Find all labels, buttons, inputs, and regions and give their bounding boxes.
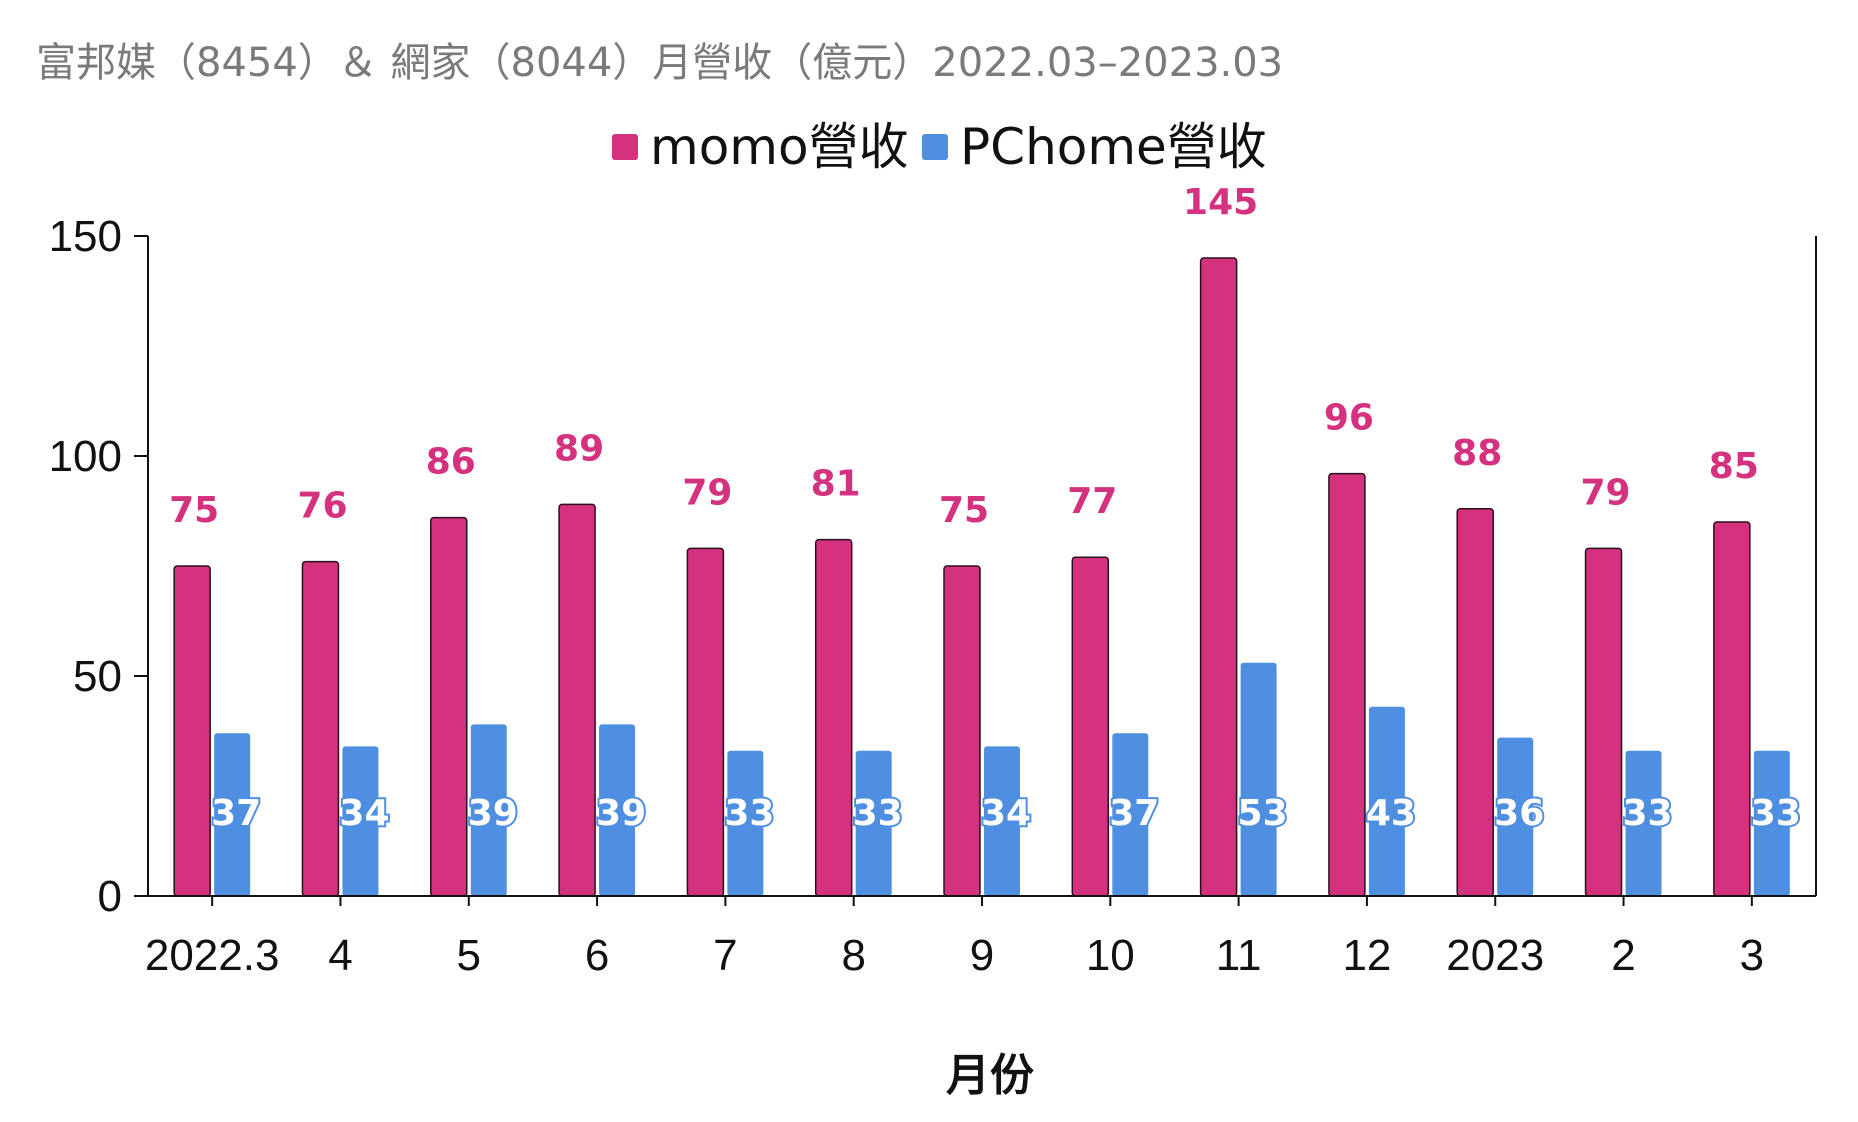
legend-swatch-pchome [922, 134, 948, 160]
x-axis-title: 月份 [946, 1050, 1034, 1101]
bar-momo [1199, 257, 1238, 897]
bar-momo [301, 560, 340, 897]
bar-pchome [1112, 733, 1149, 896]
data-label-pchome: 37 [1109, 793, 1159, 834]
bar-pchome [342, 746, 379, 896]
bar-pchome [727, 750, 764, 896]
data-label-momo: 81 [811, 464, 861, 505]
data-label-pchome: 36 [1494, 793, 1544, 834]
data-label-momo: 96 [1324, 398, 1374, 439]
legend-label-pchome: PChome營收 [960, 118, 1267, 176]
bar-momo [1071, 556, 1110, 897]
data-label-momo: 76 [297, 486, 347, 527]
x-tick-label: 7 [713, 931, 737, 980]
data-label-pchome: 33 [853, 793, 903, 834]
data-label-pchome: 34 [981, 793, 1031, 834]
data-label-momo: 85 [1709, 446, 1759, 487]
chart-title: 富邦媒（8454）＆ 網家（8044）月營收（億元）2022.03–2023.0… [36, 40, 1283, 86]
data-label-pchome: 34 [339, 793, 389, 834]
x-tick-label: 9 [970, 931, 994, 980]
x-tick-label: 4 [328, 931, 352, 980]
x-tick-label: 3 [1740, 931, 1764, 980]
data-label-pchome: 37 [211, 793, 261, 834]
x-tick-label: 8 [841, 931, 865, 980]
y-tick-label: 150 [49, 212, 122, 261]
bar-pchome [214, 733, 251, 896]
data-label-momo: 79 [1580, 472, 1630, 513]
bar-momo [173, 565, 211, 897]
legend-swatch-momo [612, 134, 638, 160]
data-label-momo: 145 [1183, 182, 1258, 223]
legend-label-momo: momo營收 [650, 118, 909, 176]
data-label-momo: 75 [169, 490, 219, 531]
x-tick-label: 2 [1611, 931, 1635, 980]
x-tick-label: 6 [585, 931, 609, 980]
bar-momo [558, 503, 596, 897]
x-tick-label: 11 [1216, 931, 1262, 980]
data-label-momo: 86 [426, 442, 476, 483]
data-label-pchome: 53 [1238, 793, 1288, 834]
data-label-pchome: 33 [1751, 793, 1801, 834]
bar-pchome [599, 724, 636, 896]
data-label-momo: 75 [939, 490, 989, 531]
data-label-pchome: 33 [1622, 793, 1672, 834]
bar-pchome [1368, 706, 1405, 896]
y-tick-label: 0 [98, 872, 122, 921]
bar-momo [1584, 547, 1623, 897]
data-label-pchome: 39 [468, 793, 518, 834]
plot-area: 75372022.3763448639589396793378133875349… [49, 182, 1817, 980]
bar-pchome [984, 746, 1020, 896]
x-tick-label: 12 [1342, 931, 1391, 980]
bar-pchome [855, 750, 892, 896]
bar-momo [1328, 472, 1366, 897]
data-label-momo: 79 [682, 472, 732, 513]
bar-momo [686, 547, 725, 897]
bar-momo [814, 538, 853, 897]
bar-pchome [470, 724, 507, 896]
bar-momo [1456, 508, 1494, 897]
data-label-pchome: 33 [724, 793, 774, 834]
y-tick-label: 50 [73, 652, 122, 701]
bar-momo [943, 565, 981, 897]
bar-pchome [1753, 750, 1790, 896]
x-tick-label: 2023 [1446, 931, 1544, 980]
x-tick-label: 2022.3 [145, 931, 280, 980]
legend: momo營收 PChome營收 [612, 118, 1267, 176]
x-tick-label: 10 [1086, 931, 1135, 980]
bar-momo [1713, 521, 1751, 897]
bar-pchome [1625, 750, 1662, 896]
data-label-momo: 88 [1452, 433, 1502, 474]
data-label-momo: 77 [1067, 481, 1117, 522]
data-label-pchome: 39 [596, 793, 646, 834]
bar-pchome [1240, 662, 1277, 896]
data-label-momo: 89 [554, 428, 604, 469]
x-tick-label: 5 [457, 931, 481, 980]
bar-momo [430, 516, 468, 897]
data-label-pchome: 43 [1366, 793, 1416, 834]
bar-pchome [1497, 737, 1534, 896]
y-tick-label: 100 [49, 432, 122, 481]
